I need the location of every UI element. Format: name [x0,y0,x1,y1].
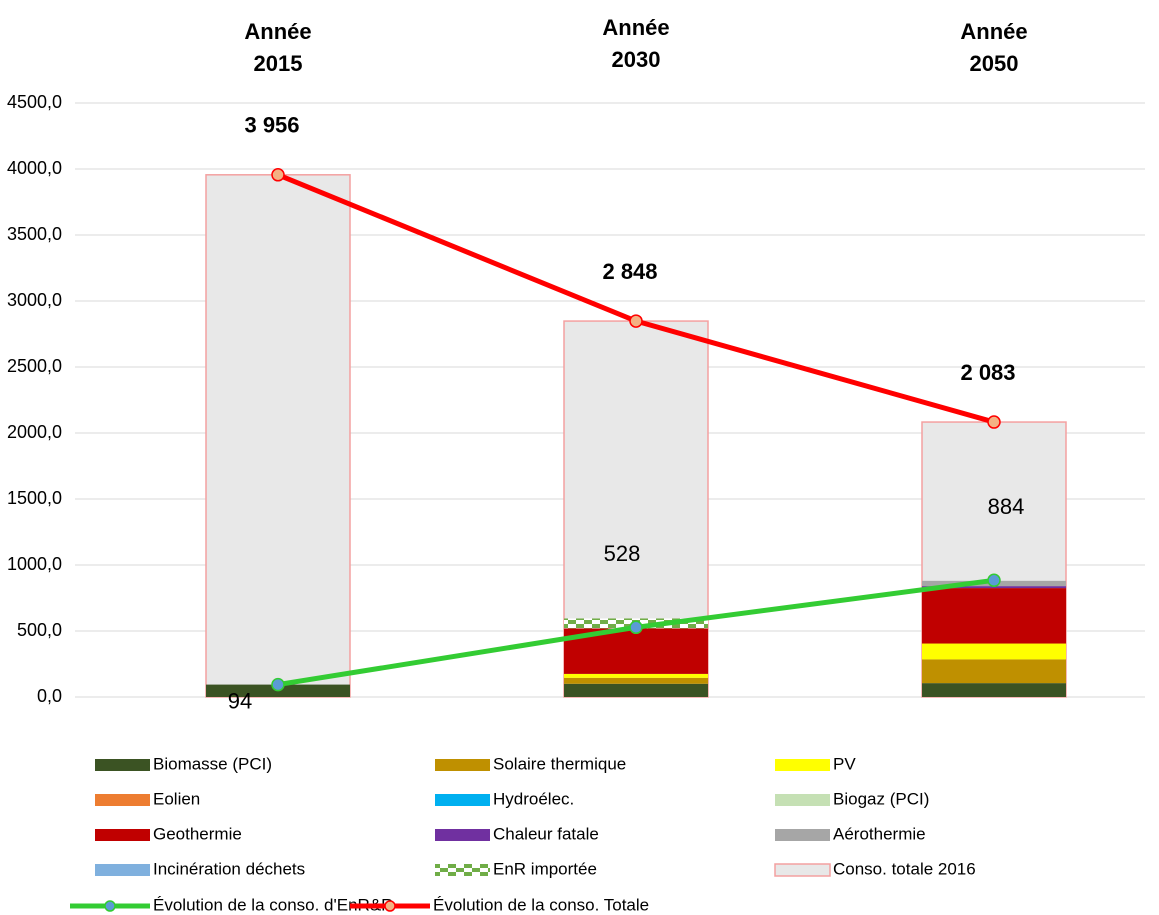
line-marker [629,314,643,328]
legend-label: Biogaz (PCI) [833,789,929,808]
bar-segment [922,586,1066,589]
y-tick-label: 1500,0 [7,488,62,508]
legend-swatch [435,829,490,841]
legend-label: PV [833,754,856,773]
legend-label: Conso. totale 2016 [833,859,976,878]
y-tick-label: 3000,0 [7,290,62,310]
legend-label: Évolution de la conso. d'EnR&R [153,895,393,914]
legend-swatch [775,829,830,841]
legend-label: Biomasse (PCI) [153,754,272,773]
y-tick-label: 3500,0 [7,224,62,244]
y-tick-label: 2500,0 [7,356,62,376]
legend-swatch [435,759,490,771]
legend-swatch [95,759,150,771]
legend-marker [104,900,116,912]
legend-label: Chaleur fatale [493,824,599,843]
y-tick-label: 2000,0 [7,422,62,442]
legend-swatch [95,829,150,841]
legend-swatch [775,759,830,771]
line-marker [271,168,285,182]
line-marker [987,415,1001,429]
legend-label: Solaire thermique [493,754,626,773]
data-label: 884 [988,494,1025,519]
total-bar [205,174,351,698]
bar-segment [564,677,708,684]
bar-segment [564,673,708,678]
bar-segment [922,588,1066,644]
line-marker [271,677,285,692]
bar-segment [922,643,1066,660]
y-tick-label: 1000,0 [7,554,62,574]
data-label: 528 [604,541,641,566]
y-tick-label: 4000,0 [7,158,62,178]
legend-swatch [774,863,831,877]
category-label: Année 2050 [960,19,1028,76]
bar-segment [922,683,1066,697]
data-label: 3 956 [244,113,299,138]
line-marker [987,573,1001,588]
category-label: Année 2015 [244,19,312,76]
category-label: Année 2030 [602,15,670,72]
legend-label: Aérothermie [833,824,926,843]
line-marker [629,620,643,635]
legend-label: Geothermie [153,824,242,843]
legend-swatch [435,794,490,806]
legend-swatch [435,864,490,876]
legend-label: EnR importée [493,859,597,878]
bar-segment [564,683,708,697]
y-tick-label: 0,0 [37,686,62,706]
data-label: 2 848 [602,259,657,284]
y-tick-label: 4500,0 [7,92,62,112]
legend-label: Incinération déchets [153,859,305,878]
legend-swatch [95,864,150,876]
data-label: 2 083 [960,360,1015,385]
y-tick-label: 500,0 [17,620,62,640]
legend-swatch [95,794,150,806]
bar-segment [922,659,1066,684]
legend-swatch [775,794,830,806]
legend-marker [384,900,396,912]
legend-label: Évolution de la conso. Totale [433,895,649,914]
data-label: 94 [228,688,252,713]
legend-label: Eolien [153,789,200,808]
legend-label: Hydroélec. [493,789,574,808]
